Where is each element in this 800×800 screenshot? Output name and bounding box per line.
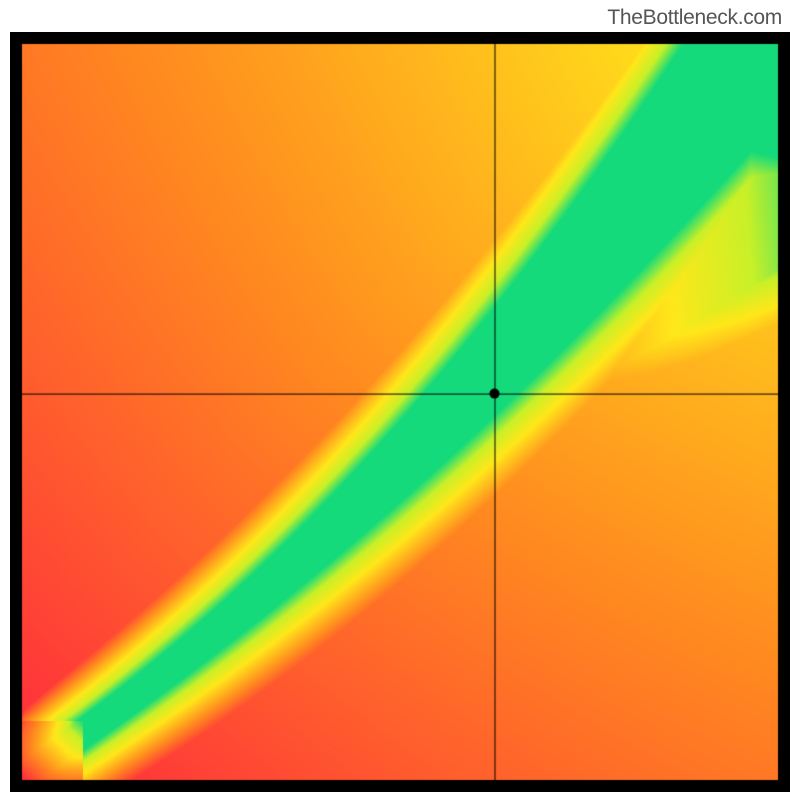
bottleneck-heatmap [10, 32, 790, 792]
chart-frame [10, 32, 790, 792]
chart-container: TheBottleneck.com [0, 0, 800, 800]
watermark-text: TheBottleneck.com [607, 6, 782, 30]
